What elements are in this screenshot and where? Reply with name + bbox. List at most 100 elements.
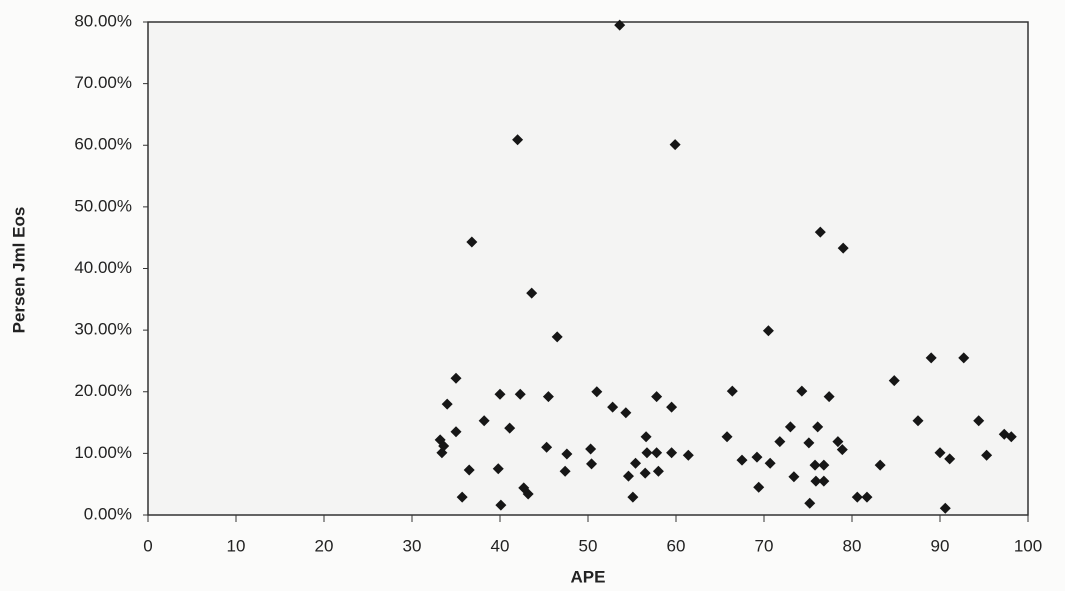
point [559, 465, 571, 477]
point [630, 457, 642, 469]
point [466, 236, 478, 248]
point [669, 139, 681, 151]
point [495, 499, 507, 511]
point [721, 431, 733, 443]
point [764, 457, 776, 469]
y-tick-label: 70.00% [74, 73, 132, 92]
point [788, 471, 800, 483]
y-tick-label: 50.00% [74, 196, 132, 215]
x-tick-label: 90 [931, 536, 950, 555]
point [622, 470, 634, 482]
point [809, 459, 821, 471]
point [939, 502, 951, 514]
point [832, 436, 844, 448]
point [823, 391, 835, 403]
point [542, 391, 554, 403]
point [526, 287, 538, 299]
point [784, 421, 796, 433]
x-tick-label: 30 [403, 536, 422, 555]
point [591, 386, 603, 398]
point [651, 391, 663, 403]
point [512, 134, 524, 146]
point [586, 458, 598, 470]
point [736, 454, 748, 466]
point [652, 465, 664, 477]
point [751, 451, 763, 463]
y-axis-title: Persen Jml Eos [9, 207, 28, 334]
point [494, 388, 506, 400]
point [441, 398, 453, 410]
y-tick-label: 60.00% [74, 135, 132, 154]
point [836, 444, 848, 456]
y-tick-label: 30.00% [74, 320, 132, 339]
point [639, 467, 651, 479]
point [640, 431, 652, 443]
plot-area [147, 21, 1029, 516]
point [607, 401, 619, 413]
point [627, 491, 639, 503]
point [726, 385, 738, 397]
point [585, 443, 597, 455]
point [944, 453, 956, 465]
point [861, 491, 873, 503]
point [456, 491, 468, 503]
x-tick-label: 40 [491, 536, 510, 555]
point [641, 447, 653, 459]
point [762, 325, 774, 337]
point [818, 459, 830, 471]
point [651, 447, 663, 459]
point [753, 481, 765, 493]
point [804, 497, 816, 509]
point [812, 421, 824, 433]
y-tick-label: 20.00% [74, 381, 132, 400]
x-tick-label: 70 [755, 536, 774, 555]
y-tick-label: 10.00% [74, 443, 132, 462]
point [551, 331, 563, 343]
point [666, 447, 678, 459]
point [463, 464, 475, 476]
point [888, 375, 900, 387]
point [614, 19, 626, 31]
point [851, 491, 863, 503]
x-tick-label: 60 [667, 536, 686, 555]
point [912, 415, 924, 427]
x-tick-label: 0 [143, 536, 152, 555]
point [561, 448, 573, 460]
x-tick-label: 100 [1014, 536, 1042, 555]
point [620, 407, 632, 419]
point [666, 401, 678, 413]
point [934, 447, 946, 459]
x-axis-title: APE [571, 567, 606, 586]
point [492, 463, 504, 475]
point [818, 475, 830, 487]
y-tick-label: 80.00% [74, 11, 132, 30]
point [682, 449, 694, 461]
point [541, 441, 553, 453]
x-tick-label: 20 [315, 536, 334, 555]
point [874, 459, 886, 471]
point [981, 449, 993, 461]
point [796, 385, 808, 397]
point [803, 437, 815, 449]
point [522, 488, 534, 500]
x-tick-label: 80 [843, 536, 862, 555]
point [514, 388, 526, 400]
point [837, 242, 849, 254]
x-tick-label: 50 [579, 536, 598, 555]
point [504, 422, 516, 434]
point [810, 475, 822, 487]
point [450, 372, 462, 384]
y-tick-label: 0.00% [84, 504, 132, 523]
point [478, 415, 490, 427]
point [450, 426, 462, 438]
point [1005, 431, 1017, 443]
point [925, 352, 937, 364]
x-tick-label: 10 [227, 536, 246, 555]
point [774, 436, 786, 448]
y-tick-label: 40.00% [74, 258, 132, 277]
point [436, 447, 448, 459]
point [973, 415, 985, 427]
point [958, 352, 970, 364]
